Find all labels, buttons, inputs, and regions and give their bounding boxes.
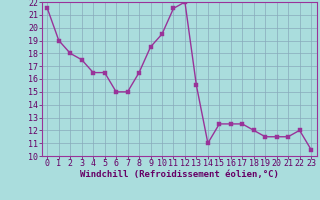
X-axis label: Windchill (Refroidissement éolien,°C): Windchill (Refroidissement éolien,°C): [80, 170, 279, 179]
